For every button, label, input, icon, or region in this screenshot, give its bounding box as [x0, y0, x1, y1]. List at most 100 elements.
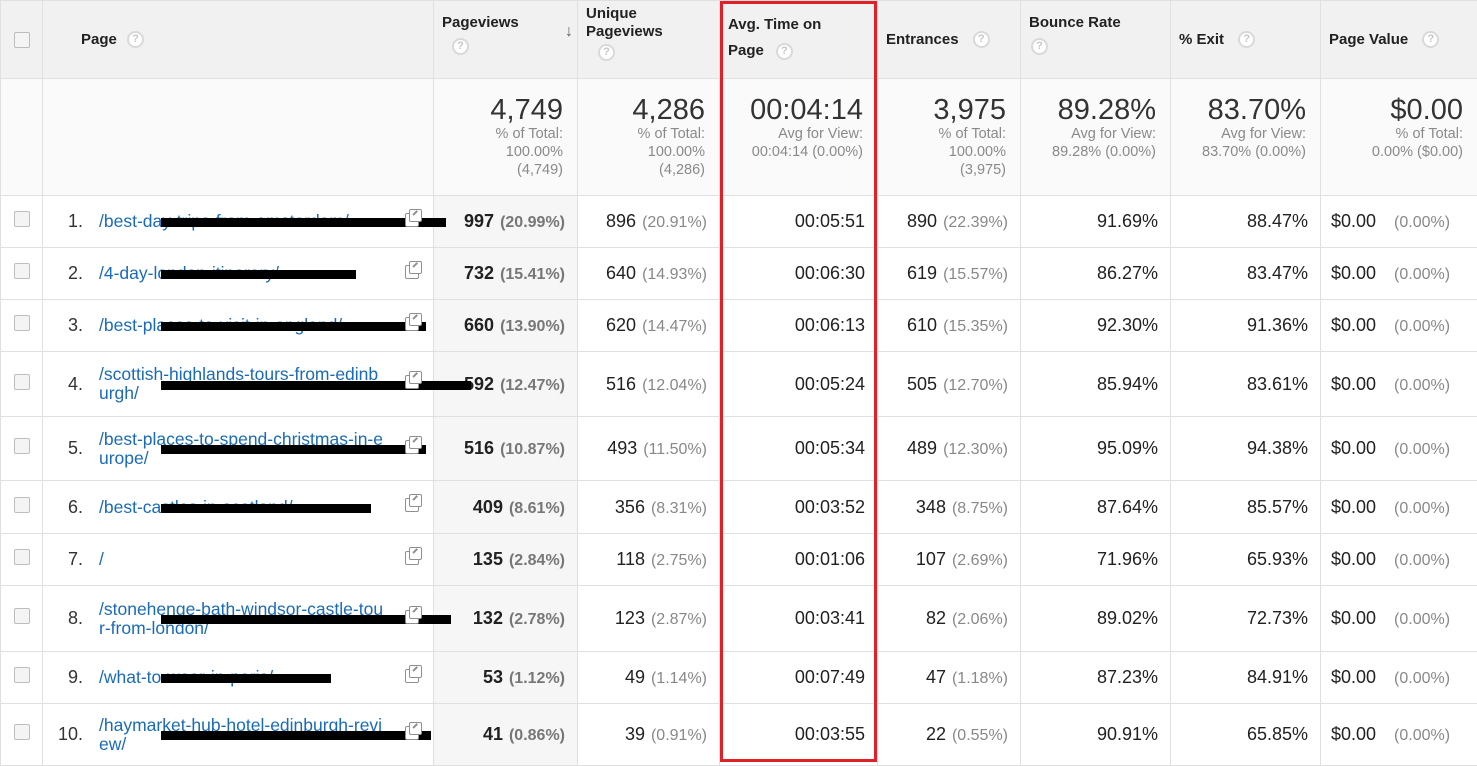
- entrances-value: 348: [916, 497, 946, 517]
- open-external-icon[interactable]: [405, 610, 419, 624]
- totals-label: (4,749): [434, 161, 577, 179]
- unique-pageviews-value: 620: [606, 315, 636, 335]
- page-value: $0.00: [1331, 438, 1376, 458]
- help-icon[interactable]: ?: [973, 31, 990, 48]
- page-value: $0.00: [1331, 315, 1376, 335]
- unique-pageviews-cell: 118(2.75%): [578, 534, 720, 586]
- row-checkbox[interactable]: [14, 497, 30, 513]
- row-index: 4.: [43, 374, 83, 395]
- page-link[interactable]: /: [99, 550, 387, 569]
- totals-value: 3,975: [878, 95, 1020, 125]
- row-select-cell: [1, 352, 43, 417]
- unique-pageviews-cell: 620(14.47%): [578, 300, 720, 352]
- entrances-value: 505: [907, 374, 937, 394]
- entrances-value: 107: [916, 549, 946, 569]
- totals-page-value: $0.00 % of Total: 0.00% ($0.00): [1321, 79, 1477, 196]
- row-checkbox[interactable]: [14, 263, 30, 279]
- table-row: 9./what-to-wear-in-paris/53(1.12%)49(1.1…: [1, 652, 1477, 704]
- col-header-avg-time[interactable]: Avg. Time on Page?: [720, 1, 878, 79]
- row-checkbox[interactable]: [14, 438, 30, 454]
- help-icon[interactable]: ?: [452, 38, 469, 55]
- open-external-icon[interactable]: [405, 669, 419, 683]
- entrances-cell: 82(2.06%): [878, 586, 1021, 652]
- entrances-percent: (12.30%): [943, 441, 1008, 458]
- unique-pageviews-cell: 123(2.87%): [578, 586, 720, 652]
- help-icon[interactable]: ?: [1238, 31, 1255, 48]
- entrances-percent: (0.55%): [952, 727, 1008, 744]
- row-checkbox[interactable]: [14, 724, 30, 740]
- col-header-bounce-rate[interactable]: Bounce Rate ?: [1021, 1, 1171, 79]
- avg-time-value: 00:07:49: [795, 667, 865, 687]
- page-cell: 8./stonehenge-bath-windsor-castle-tour-f…: [43, 586, 434, 652]
- row-index: 5.: [43, 438, 83, 459]
- row-checkbox[interactable]: [14, 315, 30, 331]
- open-external-icon[interactable]: [405, 375, 419, 389]
- col-header-unique-pageviews[interactable]: Unique Pageviews ?: [578, 1, 720, 79]
- exit-cell: 83.47%: [1171, 248, 1321, 300]
- avg-time-cell: 00:03:41: [720, 586, 878, 652]
- exit-value: 88.47%: [1247, 211, 1308, 231]
- help-icon[interactable]: ?: [127, 31, 144, 48]
- avg-time-value: 00:05:51: [795, 211, 865, 231]
- select-all-checkbox[interactable]: [14, 32, 30, 48]
- col-header-pageviews[interactable]: Pageviews ? ↓: [434, 1, 578, 79]
- pageviews-value: 41: [483, 724, 503, 744]
- avg-time-cell: 00:01:06: [720, 534, 878, 586]
- exit-value: 91.36%: [1247, 315, 1308, 335]
- row-select-cell: [1, 417, 43, 481]
- open-external-icon[interactable]: [405, 265, 419, 279]
- row-checkbox[interactable]: [14, 374, 30, 390]
- page-cell: 5./best-places-to-spend-christmas-in-eur…: [43, 417, 434, 481]
- page-value-percent: (0.00%): [1394, 552, 1450, 569]
- row-checkbox[interactable]: [14, 211, 30, 227]
- pageviews-percent: (13.90%): [500, 318, 565, 335]
- open-external-icon[interactable]: [405, 551, 419, 565]
- page-value-percent: (0.00%): [1394, 214, 1450, 231]
- entrances-percent: (1.18%): [952, 670, 1008, 687]
- row-checkbox[interactable]: [14, 667, 30, 683]
- help-icon[interactable]: ?: [1422, 31, 1439, 48]
- avg-time-value: 00:03:41: [795, 608, 865, 628]
- exit-cell: 88.47%: [1171, 196, 1321, 248]
- entrances-cell: 890(22.39%): [878, 196, 1021, 248]
- open-external-icon[interactable]: [405, 726, 419, 740]
- avg-time-value: 00:01:06: [795, 549, 865, 569]
- unique-pageviews-value: 39: [625, 724, 645, 744]
- table-row: 1./best-day-trips-from-amsterdam/997(20.…: [1, 196, 1477, 248]
- unique-pageviews-percent: (8.31%): [651, 500, 707, 517]
- totals-unique: 4,286 % of Total: 100.00% (4,286): [578, 79, 720, 196]
- pageviews-value: 997: [464, 211, 494, 231]
- row-select-cell: [1, 196, 43, 248]
- totals-label: Avg for View:: [1171, 125, 1320, 143]
- exit-cell: 85.57%: [1171, 481, 1321, 534]
- table-row: 3./best-places-to-visit-in-england/660(1…: [1, 300, 1477, 352]
- help-icon[interactable]: ?: [1031, 38, 1048, 55]
- open-external-icon[interactable]: [405, 440, 419, 454]
- sort-descending-icon[interactable]: ↓: [565, 23, 573, 41]
- avg-time-cell: 00:06:13: [720, 300, 878, 352]
- help-icon[interactable]: ?: [776, 43, 793, 60]
- page-value-cell: $0.00(0.00%): [1321, 248, 1477, 300]
- open-external-icon[interactable]: [405, 213, 419, 227]
- entrances-cell: 107(2.69%): [878, 534, 1021, 586]
- open-external-icon[interactable]: [405, 498, 419, 512]
- row-checkbox[interactable]: [14, 608, 30, 624]
- row-checkbox[interactable]: [14, 549, 30, 565]
- col-header-entrances[interactable]: Entrances ?: [878, 1, 1021, 79]
- redaction-bar: [161, 218, 446, 227]
- col-header-page[interactable]: Page ?: [43, 1, 434, 79]
- bounce-rate-value: 87.23%: [1097, 667, 1158, 687]
- pageviews-percent: (12.47%): [500, 377, 565, 394]
- page-value: $0.00: [1331, 724, 1376, 744]
- help-icon[interactable]: ?: [598, 44, 615, 61]
- page-value-cell: $0.00(0.00%): [1321, 481, 1477, 534]
- redaction-bar: [161, 731, 431, 740]
- open-external-icon[interactable]: [405, 317, 419, 331]
- col-header-page-value[interactable]: Page Value ?: [1321, 1, 1477, 79]
- page-cell: 3./best-places-to-visit-in-england/: [43, 300, 434, 352]
- unique-pageviews-value: 493: [607, 438, 637, 458]
- exit-value: 72.73%: [1247, 608, 1308, 628]
- unique-pageviews-value: 356: [615, 497, 645, 517]
- col-header-exit[interactable]: % Exit ?: [1171, 1, 1321, 79]
- entrances-value: 82: [926, 608, 946, 628]
